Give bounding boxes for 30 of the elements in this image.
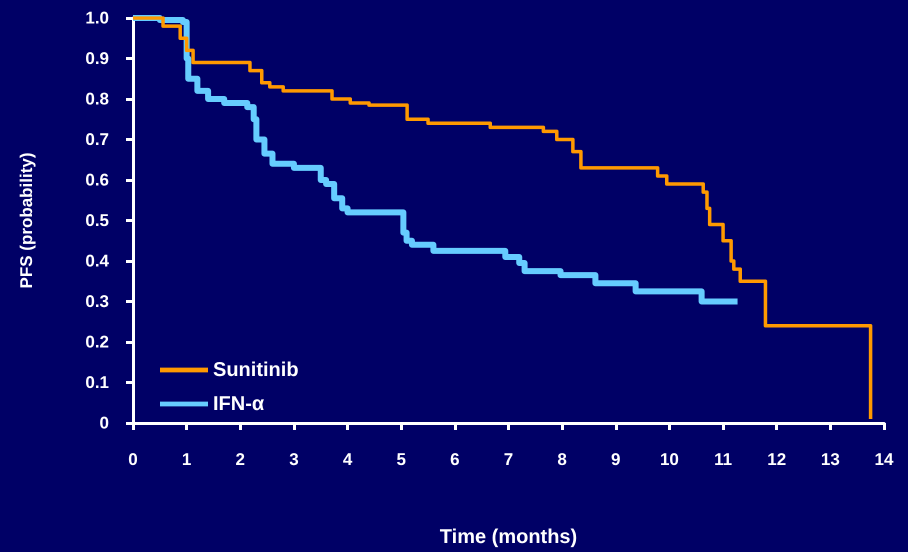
x-tick-label: 12 xyxy=(767,450,786,469)
x-tick-label: 5 xyxy=(396,450,406,469)
x-tick-label: 9 xyxy=(611,450,621,469)
y-tick-label: 0.2 xyxy=(85,332,109,352)
y-tick-label: 1.0 xyxy=(85,8,109,28)
x-tick-label: 10 xyxy=(660,450,679,469)
y-tick-label: 0.6 xyxy=(85,170,109,190)
x-tick-label: 13 xyxy=(820,450,840,469)
x-tick-label: 2 xyxy=(236,450,246,469)
y-tick-label: 0.1 xyxy=(85,373,109,392)
x-tick-label: 1 xyxy=(182,450,192,469)
x-tick-label: 8 xyxy=(557,450,567,469)
x-tick-label: 0 xyxy=(128,450,138,469)
y-tick-label: 0.5 xyxy=(85,211,109,230)
y-axis-title: PFS (probability) xyxy=(17,152,36,288)
x-tick-label: 14 xyxy=(874,450,894,469)
y-tick-label: 0 xyxy=(100,414,109,432)
x-axis-title: Time (months) xyxy=(440,526,578,548)
y-tick-label: 0.9 xyxy=(85,49,109,68)
y-tick-label: 0.3 xyxy=(85,292,109,311)
legend-label: IFN-α xyxy=(213,393,265,415)
x-tick-label: 6 xyxy=(450,450,460,469)
x-tick-label: 11 xyxy=(714,450,732,469)
legend-label: Sunitinib xyxy=(213,359,299,381)
x-tick-label: 7 xyxy=(504,450,514,469)
y-tick-label: 0.4 xyxy=(85,252,110,270)
y-tick-label: 0.7 xyxy=(85,130,109,149)
y-tick-label: 0.8 xyxy=(85,90,109,108)
x-tick-label: 4 xyxy=(342,450,353,469)
x-tick-label: 3 xyxy=(289,450,299,469)
